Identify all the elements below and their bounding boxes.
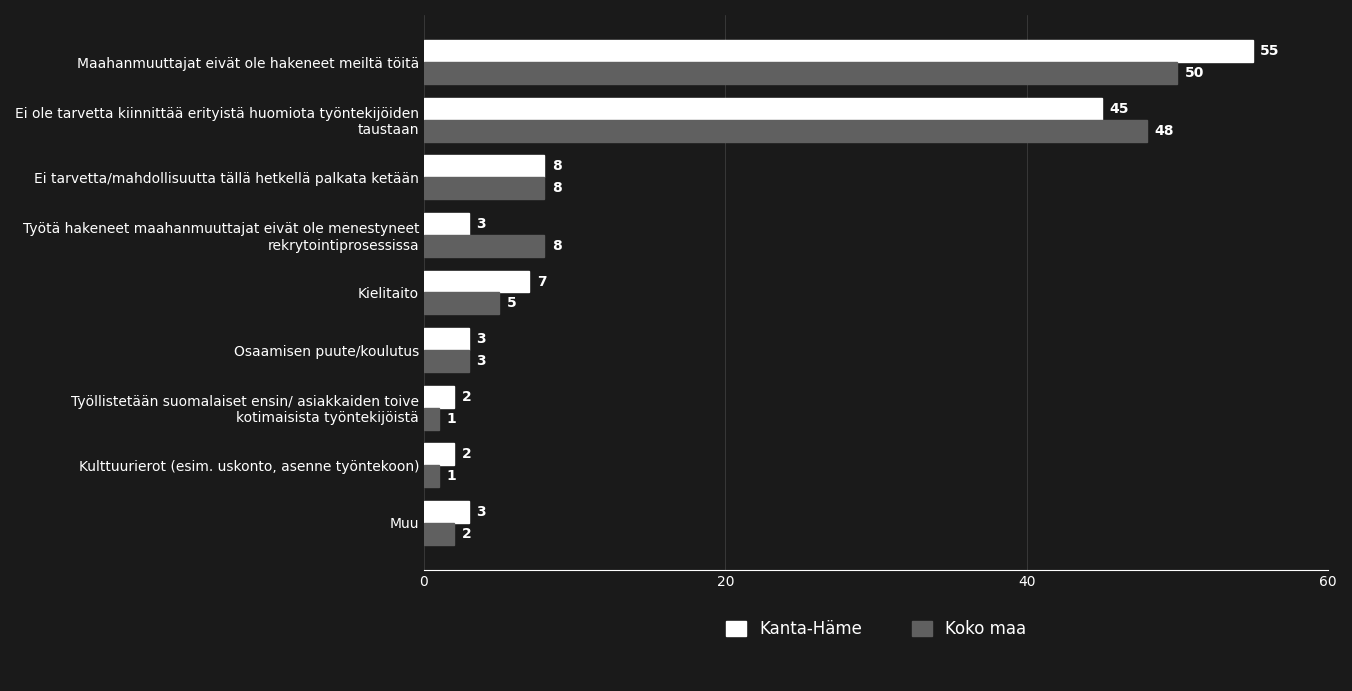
Bar — [425, 213, 469, 235]
Text: 2: 2 — [461, 390, 472, 404]
Text: 5: 5 — [507, 296, 516, 310]
Text: 50: 50 — [1184, 66, 1205, 80]
Bar — [425, 523, 454, 545]
Bar — [425, 501, 469, 523]
Text: 55: 55 — [1260, 44, 1280, 58]
Bar — [425, 62, 1178, 84]
Bar — [425, 328, 469, 350]
Text: 2: 2 — [461, 527, 472, 541]
Text: 48: 48 — [1155, 124, 1175, 138]
Bar — [425, 386, 454, 408]
Bar — [425, 40, 1253, 62]
Text: 8: 8 — [552, 239, 561, 253]
Bar — [425, 235, 545, 257]
Legend: Kanta-Häme, Koko maa: Kanta-Häme, Koko maa — [719, 614, 1033, 645]
Bar — [425, 271, 530, 292]
Text: 1: 1 — [446, 469, 456, 483]
Text: 3: 3 — [477, 505, 487, 519]
Bar — [425, 178, 545, 199]
Text: 45: 45 — [1110, 102, 1129, 116]
Bar — [425, 444, 454, 465]
Text: 2: 2 — [461, 447, 472, 462]
Text: 3: 3 — [477, 354, 487, 368]
Text: 7: 7 — [537, 274, 546, 289]
Text: 8: 8 — [552, 160, 561, 173]
Text: 1: 1 — [446, 412, 456, 426]
Bar — [425, 350, 469, 372]
Bar — [425, 292, 499, 314]
Bar — [425, 155, 545, 178]
Bar — [425, 98, 1102, 120]
Bar — [425, 465, 439, 487]
Bar — [425, 408, 439, 430]
Text: 8: 8 — [552, 181, 561, 196]
Text: 3: 3 — [477, 332, 487, 346]
Text: 3: 3 — [477, 217, 487, 231]
Bar — [425, 120, 1148, 142]
